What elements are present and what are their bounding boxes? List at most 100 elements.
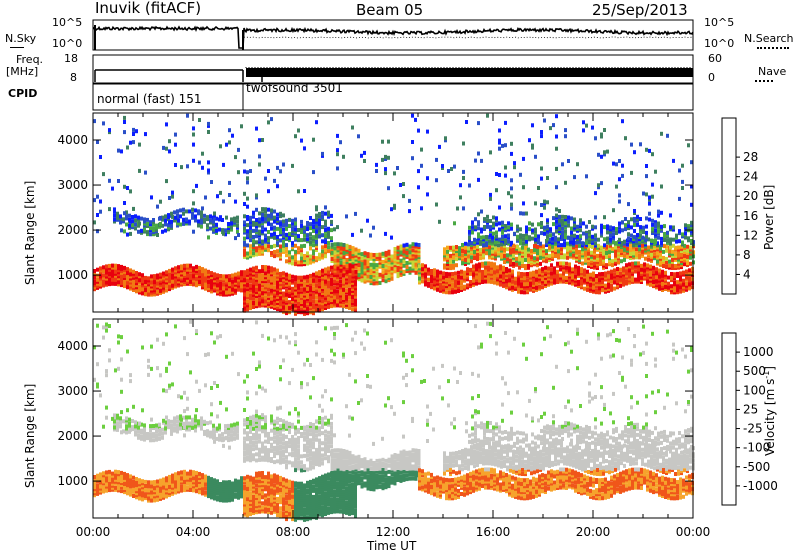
- heatmap-cell: [594, 225, 597, 230]
- heatmap-cell: [644, 256, 647, 261]
- heatmap-cell: [455, 245, 458, 249]
- heatmap-cell: [582, 241, 585, 246]
- heatmap-cell: [449, 245, 452, 250]
- heatmap-cell: [201, 483, 204, 488]
- heatmap-cell: [614, 247, 617, 252]
- heatmap-cell: [141, 491, 144, 496]
- heatmap-cell: [222, 282, 225, 287]
- heatmap-cell: [366, 264, 370, 269]
- heatmap-cell: [138, 142, 141, 147]
- heatmap-cell: [641, 253, 644, 258]
- heatmap-cell: [530, 249, 533, 253]
- heatmap-cell: [285, 226, 288, 231]
- heatmap-cell: [285, 218, 288, 223]
- heatmap-cell: [177, 473, 180, 478]
- heatmap-cell: [538, 268, 541, 273]
- heatmap-cell: [476, 240, 479, 245]
- heatmap-cell: [116, 211, 119, 216]
- heatmap-cell: [669, 237, 672, 242]
- heatmap-cell: [646, 263, 649, 268]
- heatmap-cell: [279, 282, 282, 287]
- heatmap-cell: [384, 154, 387, 159]
- heatmap-cell: [125, 222, 128, 227]
- heatmap-cell: [603, 150, 606, 155]
- heatmap-cell: [189, 488, 192, 492]
- heatmap-cell: [243, 220, 246, 225]
- heatmap-cell: [231, 273, 234, 278]
- heatmap-cell: [521, 245, 524, 250]
- heatmap-cell: [152, 226, 155, 231]
- heatmap-cell: [291, 297, 294, 301]
- heatmap-cell: [549, 126, 552, 131]
- heatmap-cell: [180, 484, 183, 489]
- heatmap-cell: [303, 295, 306, 300]
- heatmap-cell: [209, 226, 212, 231]
- heatmap-cell: [532, 278, 535, 283]
- heatmap-cell: [490, 261, 493, 266]
- heatmap-cell: [600, 227, 603, 232]
- heatmap-cell: [282, 271, 285, 276]
- heatmap-cell: [339, 299, 342, 304]
- heatmap-cell: [597, 183, 600, 188]
- heatmap-cell: [159, 272, 162, 277]
- heatmap-cell: [555, 185, 558, 190]
- heatmap-cell: [551, 238, 554, 243]
- heatmap-cell: [594, 233, 597, 238]
- heatmap-cell: [417, 185, 420, 190]
- heatmap-cell: [580, 279, 583, 284]
- heatmap-cell: [590, 250, 593, 255]
- heatmap-cell: [627, 224, 630, 229]
- heatmap-cell: [315, 289, 318, 294]
- heatmap-cell: [567, 159, 570, 163]
- nsearch-legend-line: [757, 47, 789, 49]
- heatmap-cell: [165, 476, 168, 481]
- heatmap-cell: [615, 241, 618, 246]
- heatmap-cell: [249, 267, 252, 272]
- heatmap-cell: [312, 235, 315, 240]
- heatmap-cell: [603, 225, 606, 230]
- heatmap-cell: [651, 222, 654, 227]
- heatmap-cell: [117, 179, 120, 183]
- heatmap-cell: [660, 210, 663, 215]
- heatmap-cell: [333, 254, 337, 259]
- heatmap-cell: [312, 272, 315, 277]
- heatmap-cell: [192, 470, 195, 475]
- heatmap-cell: [300, 277, 303, 282]
- heatmap-cell: [194, 216, 197, 221]
- heatmap-cell: [309, 260, 312, 265]
- nave-label: Nave: [758, 65, 787, 78]
- heatmap-cell: [224, 228, 227, 233]
- heatmap-cell: [315, 244, 318, 248]
- heatmap-cell: [162, 273, 165, 278]
- heatmap-cell: [667, 275, 670, 280]
- heatmap-cell: [102, 265, 105, 270]
- heatmap-cell: [147, 498, 150, 503]
- heatmap-cell: [128, 223, 131, 228]
- heatmap-cell: [192, 280, 195, 285]
- heatmap-cell: [174, 270, 177, 275]
- heatmap-cell: [556, 261, 559, 266]
- heatmap-cell: [618, 223, 621, 228]
- heatmap-cell: [618, 193, 621, 198]
- heatmap-cell: [258, 162, 261, 167]
- heatmap-cell: [171, 275, 174, 280]
- nsky-label: N.Sky: [5, 32, 37, 45]
- heatmap-cell: [516, 224, 519, 229]
- heatmap-cell: [330, 219, 333, 224]
- heatmap-cell: [384, 231, 387, 236]
- heatmap-cell: [596, 247, 599, 252]
- heatmap-cell: [96, 283, 99, 288]
- heatmap-cell: [622, 270, 625, 275]
- heatmap-cell: [629, 247, 632, 252]
- heatmap-cell: [291, 229, 294, 233]
- heatmap-cell: [612, 232, 615, 237]
- heatmap-cell: [674, 245, 677, 250]
- heatmap-cell: [162, 495, 165, 500]
- date-title: 25/Sep/2013: [592, 1, 688, 19]
- heatmap-cell: [470, 241, 473, 246]
- heatmap-cell: [634, 277, 637, 282]
- heatmap-cell: [549, 233, 552, 238]
- heatmap-cell: [446, 249, 449, 254]
- heatmap-cell: [534, 233, 537, 238]
- heatmap-cell: [279, 244, 282, 249]
